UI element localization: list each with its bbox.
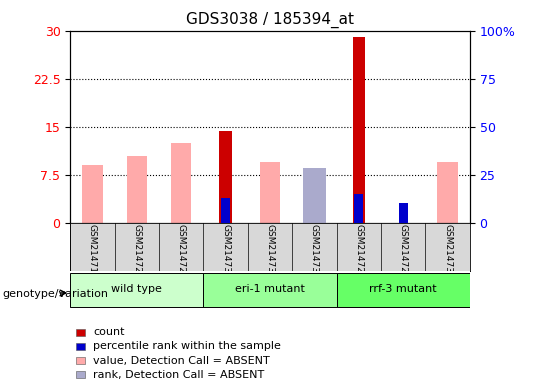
- Text: GSM214731: GSM214731: [221, 224, 230, 279]
- Text: GSM214730: GSM214730: [443, 224, 452, 279]
- Bar: [82, 165, 103, 223]
- Bar: [76, 329, 85, 336]
- Bar: [70, 273, 204, 307]
- Text: count: count: [93, 327, 125, 337]
- Bar: [399, 203, 408, 223]
- Bar: [303, 168, 326, 223]
- Bar: [354, 194, 363, 223]
- Text: GSM214728: GSM214728: [354, 224, 363, 279]
- Text: GSM214727: GSM214727: [177, 224, 186, 279]
- Text: genotype/variation: genotype/variation: [3, 289, 109, 299]
- Text: GSM214725: GSM214725: [132, 224, 141, 279]
- Text: GSM214729: GSM214729: [399, 224, 408, 279]
- Text: value, Detection Call = ABSENT: value, Detection Call = ABSENT: [93, 356, 270, 366]
- Text: GSM214733: GSM214733: [310, 224, 319, 279]
- Text: rrf-3 mutant: rrf-3 mutant: [369, 284, 437, 294]
- Bar: [171, 143, 191, 223]
- Bar: [221, 198, 230, 223]
- Bar: [353, 37, 365, 223]
- Bar: [305, 168, 325, 223]
- Bar: [76, 343, 85, 350]
- Title: GDS3038 / 185394_at: GDS3038 / 185394_at: [186, 12, 354, 28]
- Bar: [127, 156, 147, 223]
- Bar: [76, 357, 85, 364]
- Text: rank, Detection Call = ABSENT: rank, Detection Call = ABSENT: [93, 370, 265, 380]
- Bar: [336, 273, 470, 307]
- Text: wild type: wild type: [111, 284, 162, 294]
- Bar: [76, 371, 85, 378]
- Bar: [260, 162, 280, 223]
- Bar: [437, 162, 458, 223]
- Bar: [204, 273, 336, 307]
- Text: percentile rank within the sample: percentile rank within the sample: [93, 341, 281, 351]
- Text: GSM214716: GSM214716: [88, 224, 97, 279]
- Text: eri-1 mutant: eri-1 mutant: [235, 284, 305, 294]
- Text: GSM214732: GSM214732: [266, 224, 274, 279]
- Bar: [219, 131, 232, 223]
